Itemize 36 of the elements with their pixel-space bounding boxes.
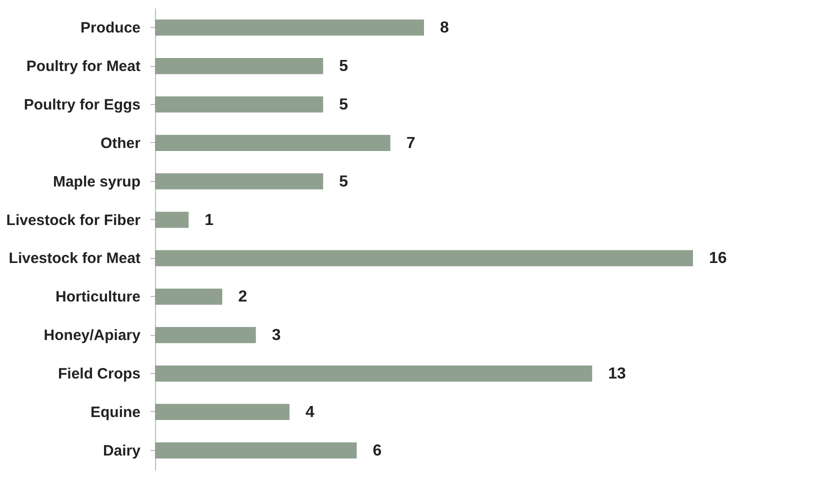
data-label: 5 — [339, 58, 348, 76]
y-tick-label: Livestock for Fiber — [6, 212, 141, 229]
y-tick-label: Poultry for Meat — [26, 58, 140, 76]
y-tick-label: Horticulture — [55, 288, 140, 306]
y-tick-label: Livestock for Meat — [8, 250, 140, 268]
data-label: 6 — [372, 442, 382, 460]
bar — [155, 288, 222, 305]
bar — [155, 96, 324, 113]
bar — [155, 212, 189, 228]
y-tick-label: Dairy — [102, 442, 142, 460]
data-label: 16 — [709, 250, 727, 268]
data-label: 13 — [608, 366, 626, 383]
bar — [155, 173, 324, 190]
data-label: 2 — [238, 288, 248, 306]
data-label: 5 — [339, 96, 348, 114]
bar — [155, 58, 324, 74]
y-tick-label: Equine — [90, 404, 140, 421]
data-label: 8 — [440, 20, 449, 37]
bar — [155, 365, 592, 382]
y-tick-label: Field Crops — [58, 366, 140, 383]
data-label: 3 — [272, 327, 281, 344]
y-tick-label: Produce — [80, 20, 140, 37]
bar — [155, 20, 424, 36]
data-label: 5 — [339, 173, 348, 190]
y-tick-label: Honey/Apiary — [44, 327, 142, 344]
bar — [155, 134, 390, 151]
bar — [155, 327, 256, 344]
bar — [155, 442, 357, 458]
y-tick-label: Other — [100, 134, 141, 152]
data-label: 4 — [306, 404, 314, 421]
bar — [155, 250, 693, 266]
y-tick-label: Poultry for Eggs — [24, 96, 140, 114]
data-label: 7 — [406, 134, 416, 152]
data-label: 1 — [204, 212, 214, 229]
bar — [155, 404, 290, 420]
y-tick-label: Maple syrup — [52, 173, 140, 190]
